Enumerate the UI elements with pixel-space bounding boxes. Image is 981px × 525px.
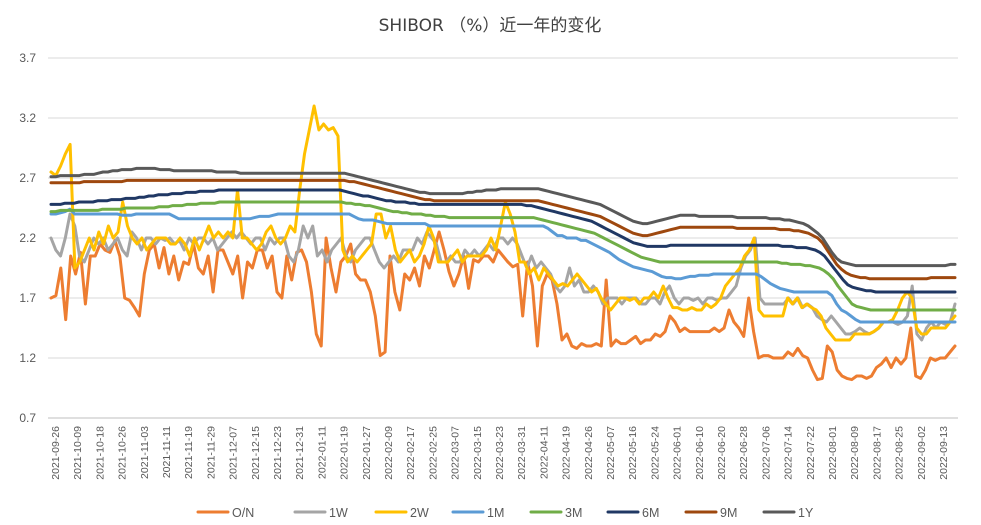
legend-label: 1Y — [798, 506, 814, 520]
x-tick-label: 2022-04-11 — [538, 426, 550, 479]
x-tick-label: 2022-06-28 — [738, 426, 750, 480]
chart-title: SHIBOR （%）近一年的变化 — [379, 16, 602, 36]
x-tick-label: 2021-11-03 — [139, 426, 151, 479]
x-tick-label: 2022-07-14 — [783, 426, 795, 480]
x-tick-label: 2021-11-11 — [161, 426, 173, 478]
x-tick-label: 2022-06-10 — [694, 426, 706, 480]
x-tick-label: 2022-03-15 — [472, 426, 484, 480]
x-tick-label: 2022-08-17 — [871, 426, 883, 480]
y-tick-label: 0.7 — [19, 411, 36, 425]
x-tick-label: 2022-04-26 — [583, 426, 595, 480]
y-tick-label: 2.7 — [19, 171, 36, 185]
series-line-3m — [49, 200, 957, 312]
y-tick-label: 1.2 — [19, 351, 36, 365]
series-line-9m — [49, 178, 957, 281]
legend-label: 3M — [565, 506, 582, 520]
x-tick-label: 2021-10-18 — [94, 426, 106, 480]
x-tick-label: 2021-11-29 — [205, 426, 217, 479]
legend-label: 2W — [410, 506, 429, 520]
x-tick-label: 2022-06-20 — [716, 426, 728, 480]
x-tick-label: 2022-01-27 — [361, 426, 373, 480]
x-tick-label: 2021-12-15 — [250, 426, 262, 480]
y-tick-label: 3.7 — [19, 51, 36, 65]
series-line-2w — [49, 104, 957, 342]
x-tick-label: 2022-03-07 — [450, 426, 462, 480]
x-tick-label: 2022-08-25 — [894, 426, 906, 480]
x-tick-label: 2022-01-11 — [316, 426, 328, 479]
y-tick-label: 3.2 — [19, 111, 36, 125]
x-tick-label: 2022-03-23 — [494, 426, 506, 480]
legend-label: 6M — [642, 506, 659, 520]
x-tick-label: 2022-02-25 — [427, 426, 439, 480]
x-tick-label: 2021-12-31 — [294, 426, 306, 480]
x-tick-label: 2022-02-17 — [405, 426, 417, 480]
y-axis-ticks: 0.7 1.2 1.7 2.2 2.7 3.2 3.7 — [19, 51, 36, 425]
x-axis-ticks: 2021-09-26 2021-10-09 2021-10-18 2021-10-26… — [50, 426, 950, 480]
x-tick-label: 2022-02-09 — [383, 426, 395, 480]
x-tick-label: 2022-07-22 — [805, 426, 817, 480]
x-tick-label: 2021-12-23 — [272, 426, 284, 480]
x-tick-label: 2022-06-01 — [672, 426, 684, 480]
series-line-on — [49, 230, 957, 382]
x-tick-label: 2022-09-13 — [938, 426, 950, 480]
x-tick-label: 2021-12-07 — [228, 426, 240, 480]
legend-label: 9M — [720, 506, 737, 520]
x-tick-label: 2022-08-09 — [849, 426, 861, 480]
x-tick-label: 2021-10-26 — [117, 426, 129, 480]
x-tick-label: 2022-03-31 — [516, 426, 528, 480]
legend-label: 1M — [487, 506, 504, 520]
legend: O/N 1W 2W 1M 3M 6M 9M 1Y — [196, 506, 814, 520]
series-line-1y — [49, 166, 957, 268]
x-tick-label: 2022-05-16 — [627, 426, 639, 480]
x-tick-label: 2021-10-09 — [72, 426, 84, 480]
series-lines — [49, 104, 957, 382]
x-tick-label: 2022-08-01 — [827, 426, 839, 480]
legend-label: 1W — [329, 506, 348, 520]
x-tick-label: 2022-04-19 — [561, 426, 573, 480]
y-tick-label: 1.7 — [19, 291, 36, 305]
legend-label: O/N — [232, 506, 254, 520]
x-tick-label: 2022-05-07 — [605, 426, 617, 480]
y-tick-label: 2.2 — [19, 231, 36, 245]
series-line-1m — [49, 207, 957, 324]
x-tick-label: 2022-05-24 — [649, 426, 661, 480]
x-tick-label: 2022-09-02 — [916, 426, 928, 480]
x-tick-label: 2022-01-19 — [339, 426, 351, 480]
x-tick-label: 2021-09-26 — [50, 426, 62, 480]
x-tick-label: 2022-07-06 — [760, 426, 772, 480]
series-line-6m — [49, 188, 957, 294]
x-tick-label: 2021-11-19 — [183, 426, 195, 479]
